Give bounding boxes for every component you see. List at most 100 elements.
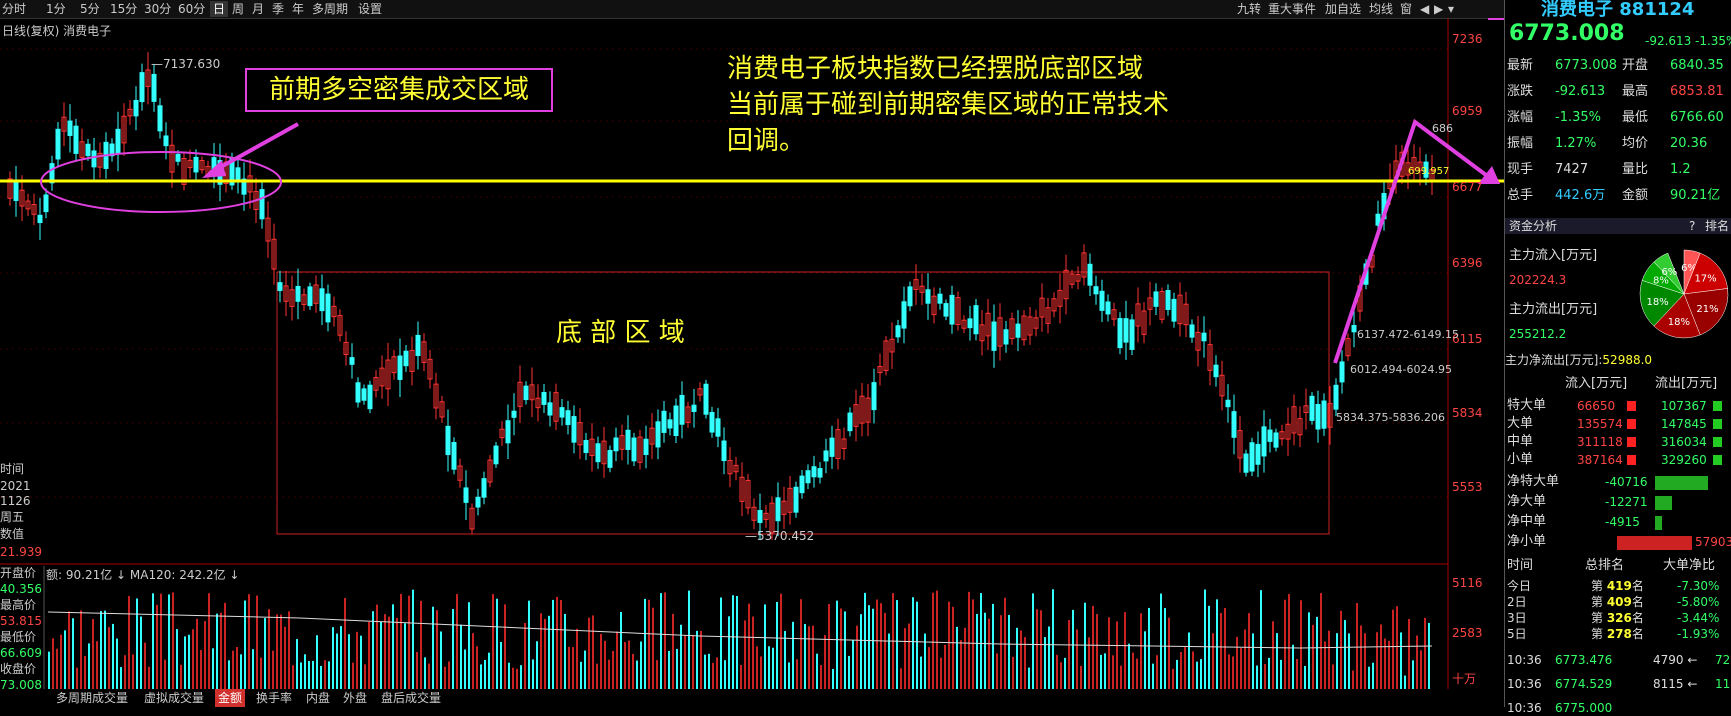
candle-body	[283, 285, 289, 302]
volume-bar	[520, 665, 522, 689]
help-button[interactable]: ?	[1689, 219, 1696, 233]
candle-body	[643, 438, 649, 456]
period-fenshi[interactable]: 分时	[2, 2, 27, 16]
volume-bar	[540, 613, 542, 689]
volume-bar	[560, 599, 562, 689]
candle-body	[445, 425, 451, 456]
period-60min[interactable]: 60分	[178, 2, 206, 16]
tab-inner[interactable]: 内盘	[306, 691, 331, 705]
candle-body	[817, 468, 823, 478]
period-multi[interactable]: 多周期	[312, 2, 349, 16]
candle-body	[1279, 431, 1285, 440]
tab-after-hours[interactable]: 盘后成交量	[381, 691, 442, 705]
volume-bar	[292, 665, 294, 689]
volume-bar	[1180, 651, 1182, 689]
candle-body	[931, 295, 937, 316]
candle-body	[661, 410, 667, 433]
period-season[interactable]: 季	[272, 2, 285, 16]
volume-bar	[1212, 633, 1214, 689]
candle-body	[1339, 361, 1345, 383]
volume-bar	[656, 660, 658, 689]
volume-bar	[1260, 590, 1262, 689]
candle-body	[1213, 364, 1219, 378]
candle-body	[1177, 294, 1183, 325]
prev-arrow-icon[interactable]: ◀	[1420, 2, 1430, 16]
volume-bar	[780, 593, 782, 689]
candle-body	[1195, 331, 1201, 351]
tab-virtual-volume[interactable]: 虚拟成交量	[144, 691, 205, 705]
volume-bar	[428, 663, 430, 689]
period-year[interactable]: 年	[292, 2, 305, 16]
period-30min[interactable]: 30分	[144, 2, 172, 16]
candle-body	[79, 141, 85, 158]
tab-turnover[interactable]: 换手率	[256, 691, 293, 705]
volume-bar	[1328, 630, 1330, 689]
candle-body	[343, 341, 349, 355]
candle-body	[733, 464, 739, 473]
volume-bar	[68, 611, 70, 689]
candle-body	[187, 159, 193, 169]
volume-bar	[848, 655, 850, 689]
tab-outer[interactable]: 外盘	[343, 691, 368, 705]
jiuzhuan-button[interactable]: 九转	[1237, 2, 1262, 16]
candle-body	[535, 397, 541, 409]
period-5min[interactable]: 5分	[80, 2, 100, 16]
volume-bar	[756, 646, 758, 689]
candle-body	[505, 420, 511, 444]
volume-bar	[1072, 609, 1074, 689]
candle-body	[1273, 432, 1279, 448]
candle-body	[751, 506, 757, 521]
candle-body	[1003, 329, 1009, 345]
volume-bar	[160, 593, 162, 689]
candle-body	[457, 465, 463, 481]
add-favorite-button[interactable]: 加自选	[1325, 2, 1362, 16]
volume-bar	[988, 618, 990, 689]
volume-bar	[1304, 666, 1306, 689]
volume-bar	[196, 618, 198, 689]
major-events-button[interactable]: 重大事件	[1268, 2, 1317, 16]
pie-slice	[1639, 280, 1685, 327]
volume-bar	[644, 598, 646, 689]
volume-bar	[1168, 617, 1170, 689]
volume-bar	[1396, 606, 1398, 689]
volume-bar	[1388, 640, 1390, 689]
period-day[interactable]: 日	[210, 1, 229, 17]
dropdown-icon[interactable]: ▾	[1448, 2, 1455, 16]
window-button[interactable]: 窗	[1400, 2, 1413, 16]
candle-body	[85, 143, 91, 157]
candle-body	[391, 356, 397, 374]
pie-label: 18%	[1646, 297, 1668, 308]
volume-bar	[516, 668, 518, 689]
volume-bar	[212, 648, 214, 689]
volume-bar	[980, 593, 982, 689]
candle-body	[1081, 252, 1087, 278]
volume-bar	[532, 659, 534, 689]
volume-bar	[888, 633, 890, 689]
candle-body	[469, 507, 475, 530]
period-month[interactable]: 月	[252, 2, 265, 16]
ma-button[interactable]: 均线	[1369, 2, 1394, 16]
candle-body	[1303, 405, 1309, 414]
volume-bar	[972, 599, 974, 689]
volume-bar	[320, 665, 322, 689]
period-1min[interactable]: 1分	[46, 2, 66, 16]
period-15min[interactable]: 15分	[110, 2, 138, 16]
volume-bar	[1140, 613, 1142, 689]
annotation-line-1: 消费电子板块指数已经摆脱底部区域	[727, 54, 1144, 84]
period-week[interactable]: 周	[232, 2, 245, 16]
overlays	[0, 18, 1504, 364]
candle-body	[109, 143, 115, 157]
price-tick: 6959	[1452, 104, 1483, 118]
candle-body	[1189, 324, 1195, 338]
candle-body	[859, 395, 865, 424]
tab-multi-volume[interactable]: 多周期成交量	[56, 691, 129, 705]
volume-bar	[488, 652, 490, 689]
tab-amount[interactable]: 金额	[215, 689, 246, 707]
candle-body	[1243, 453, 1249, 473]
settings-button[interactable]: 设置	[358, 2, 383, 16]
ranking-button[interactable]: 排名	[1705, 219, 1730, 233]
next-arrow-icon[interactable]: ▶	[1434, 2, 1444, 16]
volume-bar	[264, 618, 266, 689]
volume-bar	[912, 597, 914, 689]
candle-body	[601, 440, 607, 465]
